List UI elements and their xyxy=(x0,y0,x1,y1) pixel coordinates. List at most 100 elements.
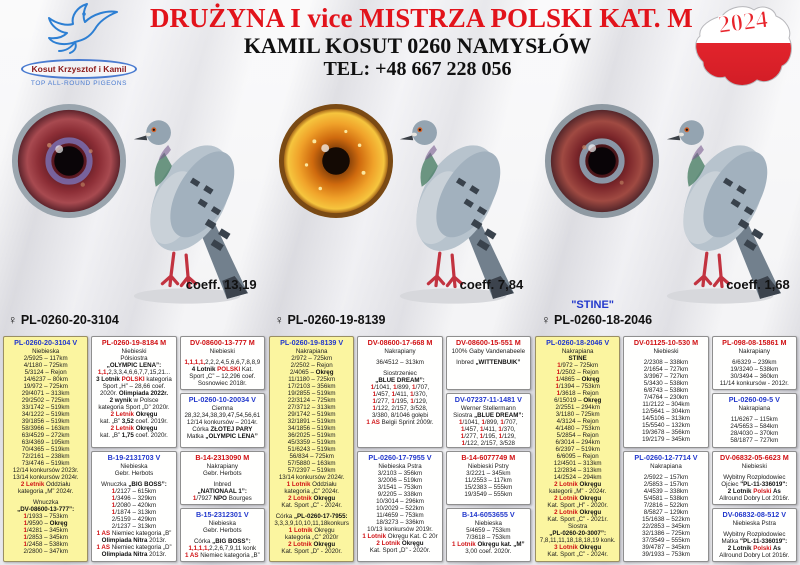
dove-icon xyxy=(48,3,118,54)
eye-photo-1 xyxy=(11,103,127,219)
pedigree-line: 1/972 – 725km xyxy=(557,362,599,369)
pedigree-line: 5/3124 – Rejon xyxy=(24,369,67,376)
pedigree-line: kategoria „M” 2024r. xyxy=(17,488,74,495)
pedigree-line: 56/834 – 725km xyxy=(289,453,334,460)
pedigree-line: 12/2834 – 313km xyxy=(553,467,602,474)
pedigree-column: PL-0260-19-8184 M Niebieski Półsiostra „OLY… xyxy=(91,336,177,562)
pedigree-line: Córka „BIG BOSS”: xyxy=(193,537,251,545)
pedigree-line: 2/5159 – 429km xyxy=(111,515,157,523)
pedigree-line: kategorii „M” - 2024r. xyxy=(549,488,607,495)
pedigree-line: 14/6237 – 80km xyxy=(23,376,68,383)
pedigree-line: 1/1041, 1/899, 1/707, xyxy=(459,419,518,427)
ring-number: PL-0260-20-3104 V xyxy=(14,338,78,347)
pedigree-line: 32/1386 – 725km xyxy=(642,529,690,537)
pedigree-line: 70/4365 – 519km xyxy=(21,446,70,453)
ring-number: B-19-2131703 V xyxy=(107,452,161,462)
pedigree-column: DV-01125-10-530 M Niebieski 2/2308 – 338km… xyxy=(623,336,709,562)
pedigree-box: PL-0260-17-7955 V Niebieska Pstra 3/2103 –… xyxy=(357,450,443,562)
pedigree-line: 3/2103 – 356km xyxy=(377,469,423,477)
year-label: 2024 xyxy=(717,6,770,39)
pedigree-line: 39/4787 – 345km xyxy=(642,543,690,551)
pedigree-line: „NATIONAAL 1”: xyxy=(197,487,247,495)
pedigree-line: Olimpiada Nitra 2013r. xyxy=(101,550,167,558)
ring-number: DV-06832-08-512 V xyxy=(722,509,787,519)
pedigree-line: 72/2161 – 238km xyxy=(21,453,70,460)
ring-number: DV-06832-05-6623 M xyxy=(719,452,789,462)
ring-number: DV-08600-13-777 M xyxy=(189,338,255,347)
logo-tagline: TOP ALL-ROUND PIGEONS xyxy=(30,80,128,87)
pedigree-line: 7/4764 – 230km xyxy=(643,394,689,401)
pedigree-line: Sosnowiec 2018r. xyxy=(197,380,247,387)
pedigree-box: DV-07237-11-1481 V Werner Stellermann Sios… xyxy=(445,393,531,448)
pedigree-line: 2 Lotnik Polski As xyxy=(727,544,781,552)
ring-label: ♀ PL-0260-20-3104 xyxy=(8,313,119,327)
pedigree-box: PL-0260-12-7714 V Nakrapiana 2/5922 – 157k… xyxy=(623,450,709,562)
ring-number: B-14-6053655 V xyxy=(461,509,515,519)
pedigree-line: 1/7927 NPO Bourges xyxy=(192,494,252,502)
pedigree-line: 73/4746 – 519km xyxy=(21,460,70,467)
pedigree-line: 3,3,3,9,10,10,11,18konkurs xyxy=(274,520,349,527)
pedigree-line: 6/3014 – 294km xyxy=(555,439,600,446)
coeff-label: coeff. 13,19 xyxy=(185,277,257,292)
pedigree-box: PL-0260-20-3104 V Niebieska 2/5925 – 117km… xyxy=(3,336,89,562)
pedigree-line: 1 AS Niemiec kategoria „B” xyxy=(96,529,172,537)
pedigree-line: 1/3618 – Rejon xyxy=(556,390,599,397)
pedigree-line: 12/14 konkursów 2023r. xyxy=(12,467,79,474)
pedigree-line: 29/2502 – 725km xyxy=(21,397,70,404)
pedigree-line: Niebieska Pstra xyxy=(378,462,422,470)
pedigree-line: 2 Lotnik Okręgu xyxy=(288,495,336,502)
pedigree-line: 11/2122 – 304km xyxy=(642,401,690,408)
pedigree-line: Nakrapiany xyxy=(738,348,770,355)
pedigree-line: Kat. Sport „D” - 2020r. xyxy=(369,546,431,554)
pigeon-photo-block-3: coeff. 1,68 "STINE" ♀ PL-0260-18-2046 xyxy=(533,88,800,336)
pigeon-name: "STINE" xyxy=(571,299,615,311)
ring-number: DV-01125-10-530 M xyxy=(633,338,699,347)
pedigree-line: 3 Lotnik Okręgu xyxy=(554,544,602,551)
pedigree-line: 2/972 – 725km xyxy=(291,355,333,362)
ring-number: PL-098-08-15861 M xyxy=(722,338,787,347)
pedigree-line: 2/1237 – 313km xyxy=(111,522,157,530)
ring-number: PL-0260-10-20034 V xyxy=(188,395,256,405)
ring-number: B-14-6077749 M xyxy=(461,452,516,462)
ring-label: ♀ PL-0260-18-2046 xyxy=(541,313,653,327)
pedigree-line: Kat. Sport „C” - 2024r. xyxy=(547,551,608,558)
pedigree-line: 2/2502 – Rejon xyxy=(290,362,333,369)
pedigree-line: Nakrapiana xyxy=(295,348,328,355)
pedigree-line: 100% Gaby Vandenabeele xyxy=(451,348,526,355)
pedigree-line: 2 Lotnik Okręgu xyxy=(554,495,602,502)
pedigree-line: 1/1394 – 753km xyxy=(555,383,600,390)
ring-number: PL-0260-19-8139 V xyxy=(280,338,344,347)
pedigree-line: 57/2397 – 519km xyxy=(287,467,336,474)
ring-number: B-15-2312301 V xyxy=(195,509,249,519)
pedigree-line: Allround Dobry Lot 2016r. xyxy=(719,494,790,502)
pedigree-line: Niebieski Pstry xyxy=(467,462,509,470)
pedigree-box: PL-0260-18-2046 V Nakrapiana STINE 1/972 – … xyxy=(535,336,621,562)
photo-row: coeff. 13,19 ♀ PL-0260-20-3104 xyxy=(0,88,800,336)
pedigree-line: 1/3496 – 329km xyxy=(111,494,157,502)
pedigree-line: 1,1,2,3,3,4,6,6,7,7,15,21... xyxy=(97,369,171,376)
pedigree-line: 34/1222 – 519km xyxy=(21,411,70,418)
pedigree-line: 2 Lotnik Okręgu xyxy=(376,539,424,547)
pedigree-line: Nakrapiana xyxy=(650,462,682,470)
pedigree-box: DV-08600-15-551 M 100% Gaby Vandenabeele I… xyxy=(445,336,531,391)
pedigree-box: DV-01125-10-530 M Niebieski 2/2308 – 338km… xyxy=(623,336,709,448)
pedigree-line: 1/1933 – 753km xyxy=(23,513,68,520)
pedigree-column: DV-08600-17-668 M Nakrapiany 36/4512 – 313… xyxy=(357,336,443,562)
pedigree-line: Kat. Sport „H” - 2020r. xyxy=(547,502,608,509)
pedigree-line: 1/2853 – 345km xyxy=(23,534,68,541)
pedigree-line: 24/5653 – 584km xyxy=(730,423,779,431)
ring-number: PL-0260-19-8184 M xyxy=(101,338,167,347)
pedigree-line: 10/2029 – 522km xyxy=(376,504,424,512)
pedigree-line: Niebieski xyxy=(121,348,147,355)
pedigree-line: 7/2816 – 522km xyxy=(643,501,689,509)
pedigree-line: 3,00 coef. 2020r. xyxy=(465,547,512,555)
pedigree-line: 2 wynik w Polsce xyxy=(109,397,159,404)
pedigree-box: PL-0260-19-8184 M Niebieski Półsiostra „OLY… xyxy=(91,336,177,448)
pedigree-line: 1 AS Belgii Sprint 2009r. xyxy=(366,419,434,426)
pedigree-line: 1/2080 – 420km xyxy=(111,501,157,509)
pedigree-line: Ojciec "PL-11-336019": xyxy=(721,480,788,488)
pedigree-line: 1/122, 2/157, 3/528, xyxy=(372,405,428,412)
pedigree-line: 15/5540 – 132km xyxy=(642,422,690,429)
pedigree-line: 27/3712 – 313km xyxy=(287,404,336,411)
pedigree-line: 3/1180 – 725km xyxy=(555,411,600,418)
